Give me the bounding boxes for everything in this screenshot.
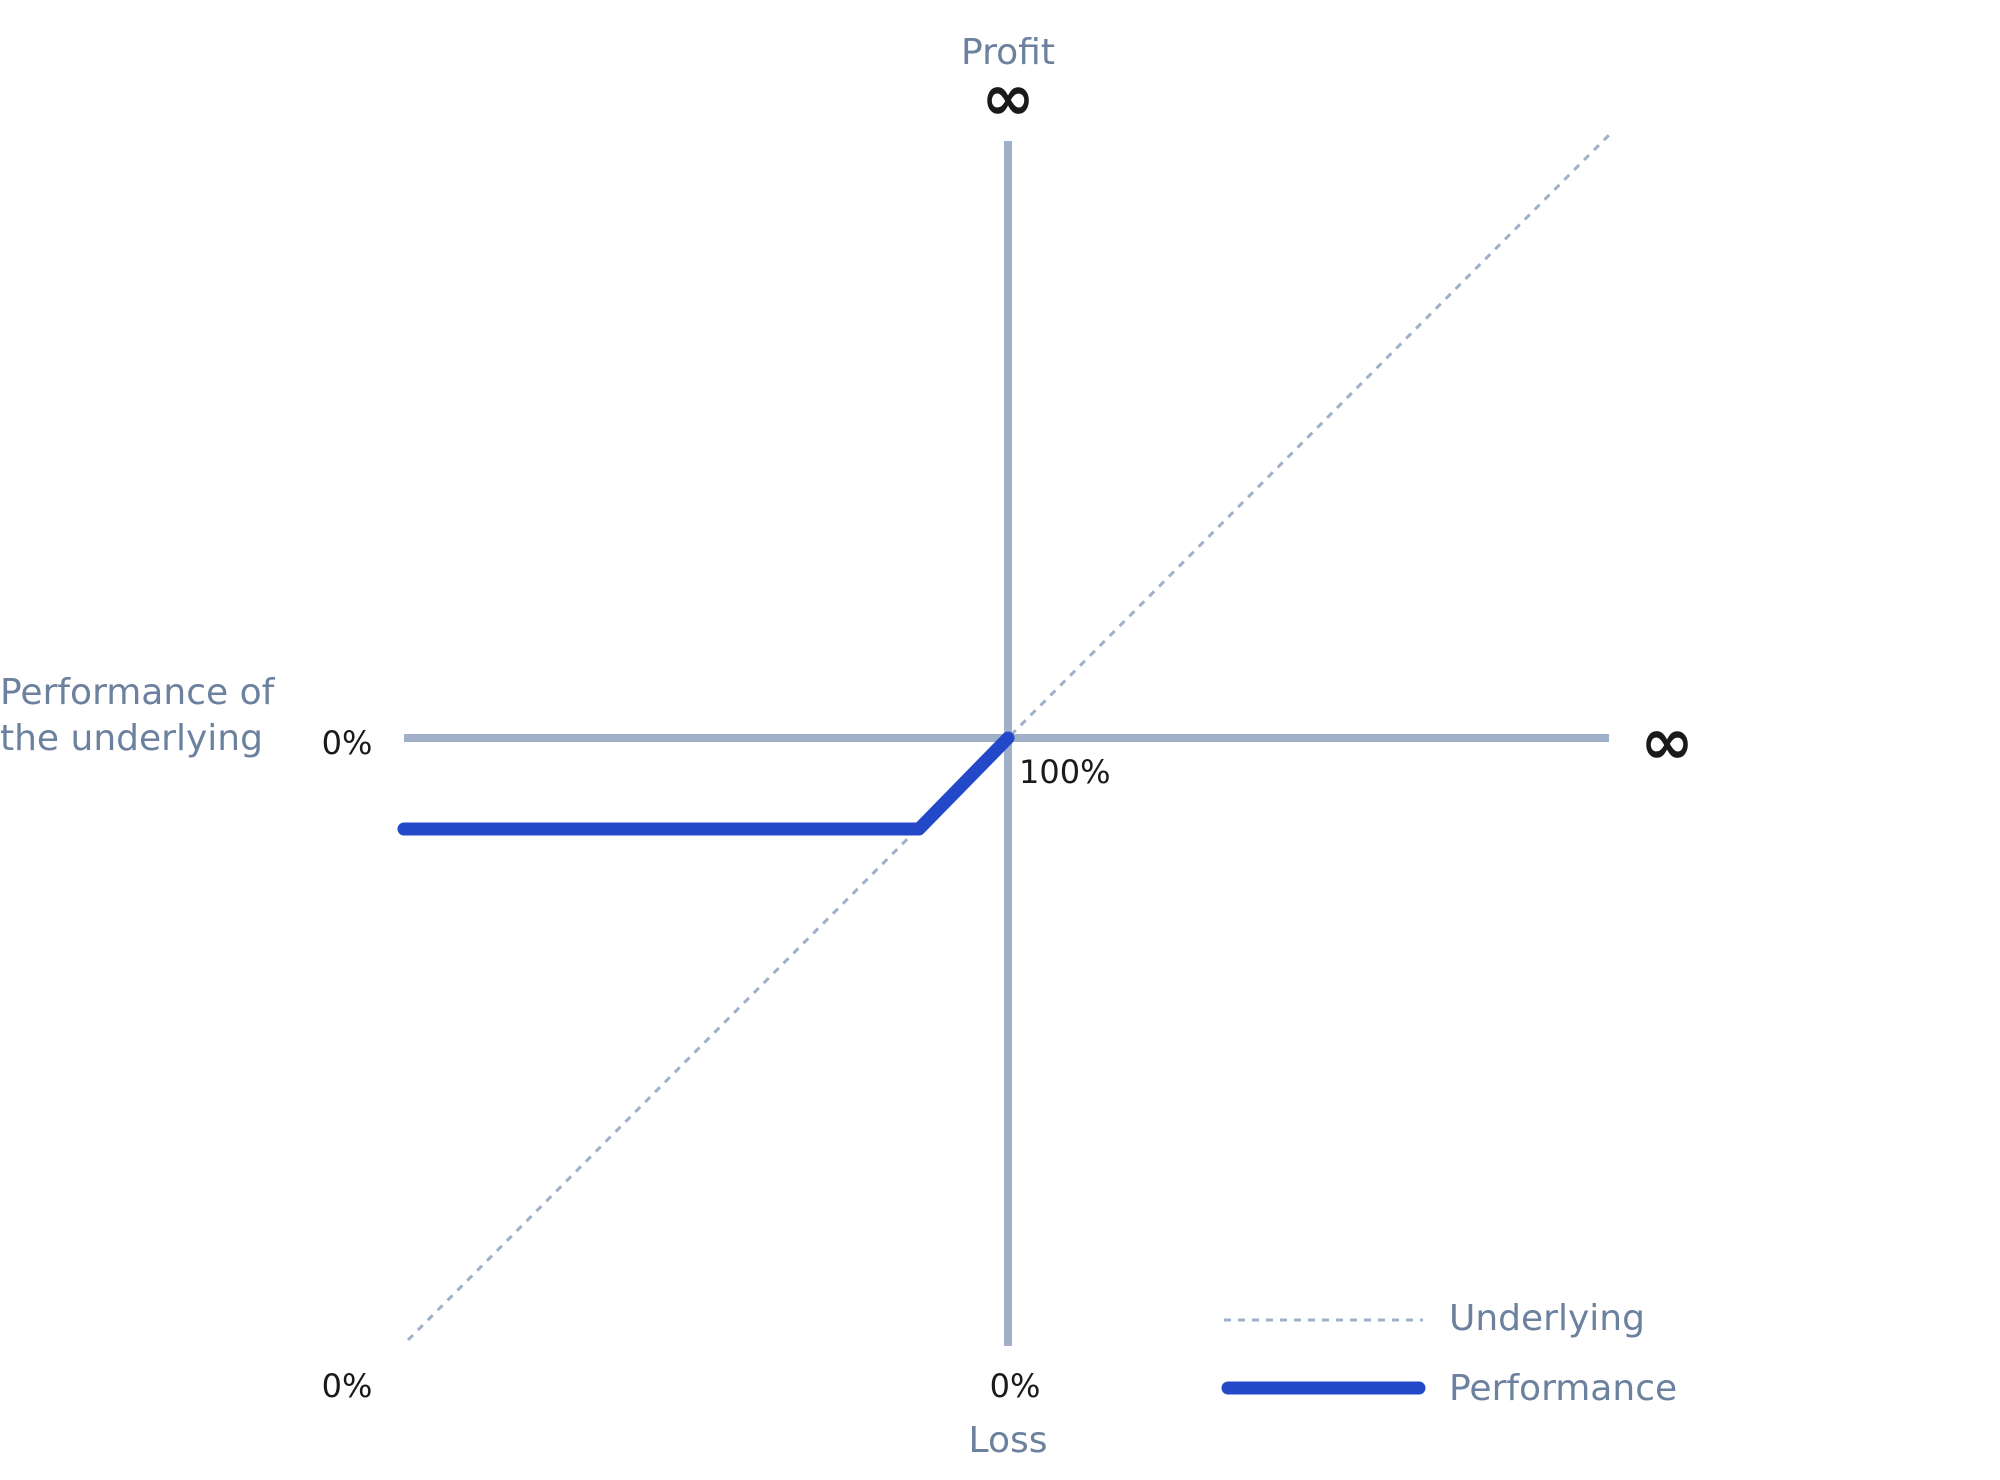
tick-label: 0% bbox=[322, 724, 373, 762]
tick-label: 0% bbox=[990, 1367, 1041, 1405]
tick-label: 0% bbox=[322, 1367, 373, 1405]
bottom-label: Loss bbox=[969, 1420, 1048, 1461]
underlying-line bbox=[406, 133, 1611, 1342]
legend-label: Underlying bbox=[1449, 1298, 1645, 1339]
left-label: Performance of bbox=[0, 672, 276, 713]
legend-label: Performance bbox=[1449, 1368, 1677, 1409]
tick-label: 100% bbox=[1019, 753, 1110, 791]
top-label: Profit bbox=[961, 32, 1055, 73]
right-symbol: ∞ bbox=[1640, 706, 1693, 780]
performance-line bbox=[397, 731, 1015, 836]
top-symbol: ∞ bbox=[981, 62, 1034, 136]
left-label: the underlying bbox=[0, 718, 263, 759]
